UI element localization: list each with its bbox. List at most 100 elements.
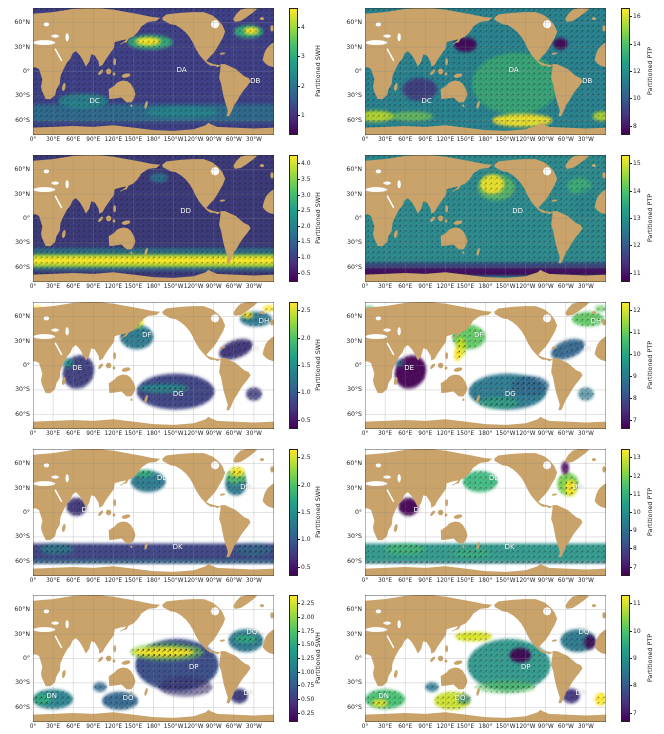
x-tick-label: 150°E bbox=[124, 724, 143, 730]
map-swh-3 bbox=[33, 302, 274, 429]
colorbar-label: Partitioned SWH bbox=[314, 45, 322, 97]
y-tick-label: 30°N bbox=[346, 630, 362, 638]
colorbar-tick: 2.5 bbox=[298, 207, 311, 215]
partition-label-DQ: DQ bbox=[246, 628, 258, 637]
colorbar-tick: 10 bbox=[630, 351, 641, 359]
x-tick-label: 120°W bbox=[515, 137, 536, 143]
x-tick-label: 60°E bbox=[66, 431, 81, 437]
colorbar-tick: 2.0 bbox=[298, 222, 311, 230]
colorbar-tick: 8 bbox=[630, 682, 637, 690]
x-tick-label: 0° bbox=[361, 137, 369, 143]
x-tick-label: 60°E bbox=[66, 724, 81, 730]
panel-ptp-4: 60°N 30°N 0° 30°S 60°S DJ DK DL DM 0° 30°E 60°E 90°E… bbox=[332, 441, 664, 588]
partition-label-DF: DF bbox=[142, 330, 152, 339]
partition-label-DL: DL bbox=[156, 474, 167, 483]
x-tick-label: 90°W bbox=[205, 578, 222, 584]
panel-ptp-1: 60°N 30°N 0° 30°S 60°S DA DB DC 0° 30°E 60°E 90°E 12… bbox=[332, 0, 664, 147]
x-tick-label: 120°W bbox=[183, 724, 204, 730]
colorbar-tick: 1.0 bbox=[298, 389, 311, 397]
colorbar-tick: 1.00 bbox=[297, 668, 315, 676]
panel-ptp-2: 60°N 30°N 0° 30°S 60°S DD 0° 30°E 60°E 90°E 120°E 1… bbox=[332, 147, 664, 294]
colorbar-ptp-1 bbox=[621, 8, 630, 135]
x-tick-label: 0° bbox=[29, 578, 37, 584]
x-tick-label: 60°E bbox=[398, 431, 413, 437]
colorbar-tick: 11 bbox=[630, 269, 641, 277]
colorbar-tick: 3.5 bbox=[298, 175, 311, 183]
partition-label-DC: DC bbox=[89, 96, 100, 105]
x-tick-label: 30°E bbox=[378, 431, 393, 437]
x-tick-label: 120°W bbox=[183, 578, 204, 584]
x-tick-label: 120°E bbox=[104, 431, 123, 437]
x-tick-label: 120°E bbox=[104, 137, 123, 143]
x-tick-label: 150°W bbox=[495, 284, 516, 290]
y-tick-label: 60°N bbox=[346, 313, 362, 321]
partition-label-DB: DB bbox=[582, 77, 593, 86]
y-tick-label: 60°S bbox=[15, 703, 30, 711]
map-swh-1 bbox=[33, 8, 274, 135]
y-tick-label: 30°N bbox=[346, 43, 362, 51]
y-tick-label: 0° bbox=[22, 655, 30, 662]
x-tick-label: 180° bbox=[478, 284, 493, 290]
colorbar-label: Partitioned PTP bbox=[646, 487, 654, 537]
x-tick-label: 120°E bbox=[436, 578, 455, 584]
y-tick-label: 0° bbox=[22, 362, 30, 369]
partition-label-DJ: DJ bbox=[81, 506, 89, 515]
colorbar-tick: 9 bbox=[630, 527, 637, 535]
y-tick-label: 30°S bbox=[347, 679, 362, 687]
x-tick-label: 60°W bbox=[225, 284, 242, 290]
y-tick-label: 60°N bbox=[346, 606, 362, 614]
colorbar-tick: 2.5 bbox=[298, 307, 311, 315]
partition-label-DO: DO bbox=[454, 693, 466, 702]
partition-label-DB: DB bbox=[250, 77, 261, 86]
x-tick-label: 30°W bbox=[577, 724, 594, 730]
y-tick-label: 30°N bbox=[14, 484, 30, 492]
partition-label-DH: DH bbox=[590, 316, 602, 325]
x-tick-label: 90°W bbox=[537, 724, 554, 730]
x-tick-label: 90°W bbox=[537, 284, 554, 290]
map-ptp-3 bbox=[365, 302, 606, 429]
y-tick-label: 60°N bbox=[346, 460, 362, 468]
y-tick-label: 0° bbox=[22, 68, 30, 75]
x-tick-label: 0° bbox=[361, 578, 369, 584]
x-tick-label: 30°E bbox=[46, 724, 61, 730]
colorbar-tick: 12 bbox=[630, 242, 641, 250]
colorbar-ptp-4 bbox=[621, 449, 630, 576]
x-tick-label: 30°E bbox=[46, 431, 61, 437]
colorbar-label: Partitioned SWH bbox=[314, 192, 322, 244]
x-tick-label: 30°W bbox=[577, 431, 594, 437]
colorbar-tick: 1.0 bbox=[298, 536, 311, 544]
y-tick-label: 30°S bbox=[15, 92, 30, 100]
y-tick-label: 60°S bbox=[15, 263, 30, 271]
colorbar-tick: 8 bbox=[630, 545, 637, 553]
x-tick-label: 90°E bbox=[86, 284, 101, 290]
partition-label-DN: DN bbox=[378, 691, 390, 700]
x-tick-label: 90°E bbox=[418, 137, 433, 143]
colorbar-tick: 13 bbox=[630, 454, 641, 462]
x-tick-label: 0° bbox=[361, 724, 369, 730]
colorbar-tick: 0.5 bbox=[298, 269, 311, 277]
colorbar-tick: 0.75 bbox=[297, 682, 315, 690]
colorbar-swh-4 bbox=[289, 449, 298, 576]
x-tick-label: 90°W bbox=[205, 137, 222, 143]
partition-label-DL: DL bbox=[488, 474, 499, 483]
panel-swh-3: 60°N 30°N 0° 30°S 60°S DE DF DG DH DI 0° 30°E 60°E 90… bbox=[0, 294, 332, 441]
colorbar-ptp-2 bbox=[621, 155, 630, 282]
x-tick-label: 180° bbox=[146, 578, 161, 584]
y-tick-label: 60°N bbox=[14, 166, 30, 174]
x-tick-label: 120°E bbox=[104, 284, 123, 290]
y-tick-label: 60°N bbox=[14, 313, 30, 321]
y-tick-label: 60°S bbox=[347, 410, 362, 418]
map-swh-5 bbox=[33, 595, 274, 722]
x-tick-label: 90°E bbox=[86, 137, 101, 143]
x-tick-label: 30°E bbox=[46, 137, 61, 143]
colorbar-tick: 14 bbox=[630, 187, 641, 195]
x-tick-label: 120°E bbox=[436, 137, 455, 143]
colorbar-tick: 11 bbox=[630, 329, 641, 337]
colorbar-tick: 8 bbox=[630, 122, 637, 130]
x-tick-label: 150°E bbox=[456, 284, 475, 290]
x-tick-label: 120°W bbox=[515, 431, 536, 437]
y-tick-label: 30°S bbox=[347, 92, 362, 100]
map-ptp-5 bbox=[365, 595, 606, 722]
colorbar-tick: 7 bbox=[630, 709, 637, 717]
x-tick-label: 180° bbox=[146, 284, 161, 290]
